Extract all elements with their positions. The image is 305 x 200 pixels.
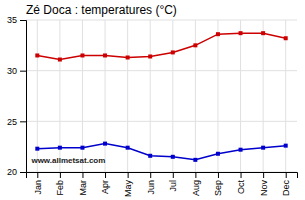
x-tick-mark [173,172,174,178]
x-tick-label: Jun [146,180,156,195]
marker [148,54,152,58]
x-tick-label: Apr [100,180,110,194]
marker [284,144,288,148]
grid-line [172,20,173,172]
marker [148,154,152,158]
grid-line [26,20,297,21]
x-tick: Feb [55,172,65,196]
x-tick: Jun [146,172,156,195]
y-tick-mark [20,121,26,122]
marker [103,53,107,57]
x-tick: Dec [281,172,291,196]
title: Zé Doca : temperatures (°C) [26,3,177,17]
x-tick-label: Oct [236,180,246,195]
y-tick-label: 30 [7,66,17,76]
x-tick-mark [37,172,38,178]
marker [193,158,197,162]
plot: 20 25 30 35 Jan Feb Mar Apr May Jun Jul Aug Sep Oct No… [7,15,298,197]
y-axis: 20 25 30 35 [7,15,27,177]
marker [171,155,175,159]
x-tick-label: Sep [213,180,223,196]
x-tick-mark [105,172,106,178]
y-axis-line [20,21,27,173]
x-tick-mark [286,172,287,178]
marker [103,142,107,146]
y-tick-label: 20 [7,167,17,177]
marker [216,32,220,36]
x-tick-mark [263,172,264,178]
marker [216,152,220,156]
x-tick: Jan [33,172,43,195]
grid-line [285,20,286,172]
y-tick-label: 25 [7,117,17,127]
marker [193,43,197,47]
marker [239,31,243,35]
grid-line [26,121,297,122]
grid-line [195,20,196,172]
y-tick-mark [20,71,26,72]
marker [35,147,39,151]
marker [261,146,265,150]
annotation: www.allmetsat.com [30,156,105,165]
x-axis-line [27,173,298,179]
x-tick-label: Jan [33,180,43,195]
y-tick-mark [20,172,26,173]
x-tick: Mar [78,172,88,196]
x-tick-mark [60,172,61,178]
x-tick-label: Dec [281,180,291,197]
marker [80,146,84,150]
x-tick-mark [218,172,219,178]
y-tick: 30 [7,66,26,76]
chart: 20 25 30 35 Jan Feb Mar Apr May Jun Jul Aug Sep Oct No… [0,0,305,200]
grid-line [150,20,151,172]
x-tick-label: Mar [78,180,88,196]
x-tick-mark [241,172,242,178]
grid [26,20,297,172]
y-tick: 35 [7,15,26,25]
x-tick: Aug [191,172,201,196]
x-tick: Nov [259,172,269,196]
x-tick-mark [195,172,196,178]
y-tick-mark [20,20,26,21]
series-group [35,31,287,162]
line [37,33,285,59]
marker [35,53,39,57]
x-axis: Jan Feb Mar Apr May Jun Jul Aug Sep Oct Nov Dec [27,172,298,197]
x-tick-label: Jul [168,180,178,192]
x-tick: Apr [100,172,110,194]
grid-line [105,20,106,172]
x-tick-mark [128,172,129,178]
x-tick-mark [150,172,151,178]
x-tick: Oct [236,172,246,194]
y-tick-label: 35 [7,15,17,25]
marker [58,146,62,150]
x-tick-label: Feb [55,180,65,196]
marker [284,36,288,40]
marker [126,55,130,59]
series [35,31,287,61]
x-tick: Jul [168,172,178,192]
x-tick: Sep [213,172,223,196]
marker [239,148,243,152]
grid-line [217,20,218,172]
x-tick-label: Aug [191,180,201,196]
x-tick-label: May [123,180,133,198]
y-tick: 25 [7,117,26,127]
marker [58,58,62,62]
marker [261,31,265,35]
y-tick: 20 [7,167,26,177]
x-tick-label: Nov [259,180,269,197]
x-tick-mark [82,172,83,178]
marker [80,53,84,57]
marker [171,50,175,54]
grid-line [26,70,297,71]
x-tick: May [123,172,133,197]
marker [126,146,130,150]
